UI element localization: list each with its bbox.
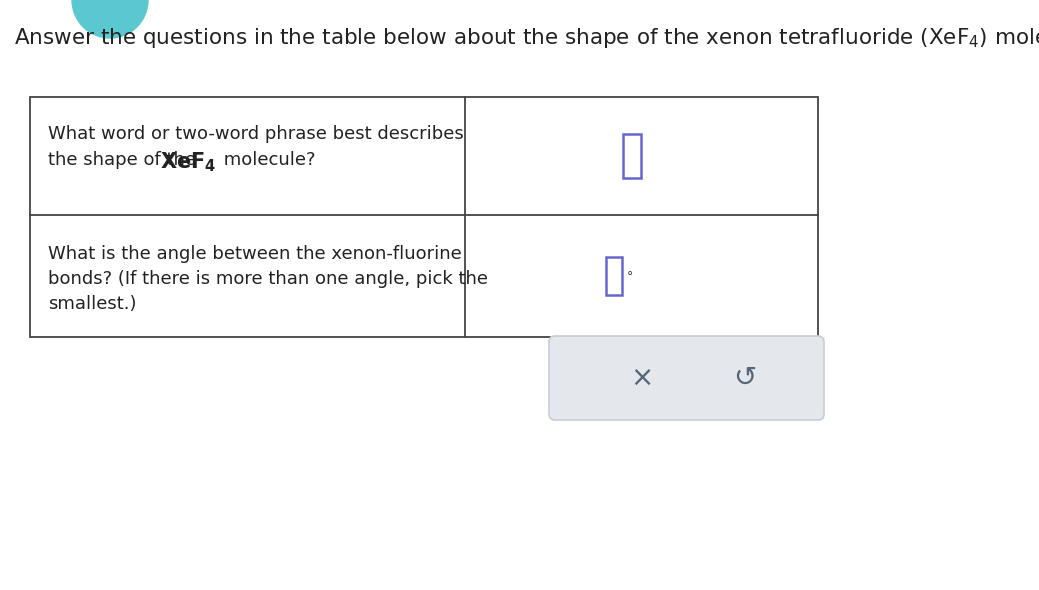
Text: molecule?: molecule? xyxy=(218,151,316,169)
Bar xyxy=(622,134,640,178)
FancyBboxPatch shape xyxy=(549,336,824,420)
Text: What is the angle between the xenon-fluorine
bonds? (If there is more than one a: What is the angle between the xenon-fluo… xyxy=(48,245,488,313)
Text: What word or two-word phrase best describes: What word or two-word phrase best descri… xyxy=(48,125,463,143)
Text: ×: × xyxy=(631,364,654,392)
Text: the shape of the: the shape of the xyxy=(48,151,202,169)
Text: Answer the questions in the table below about the shape of the xenon tetrafluori: Answer the questions in the table below … xyxy=(14,26,1039,50)
Text: °: ° xyxy=(627,270,633,283)
Text: ↺: ↺ xyxy=(732,364,756,392)
Bar xyxy=(30,97,818,337)
Text: $\mathbf{XeF_4}$: $\mathbf{XeF_4}$ xyxy=(160,150,216,173)
Circle shape xyxy=(72,0,148,38)
Bar xyxy=(606,257,621,295)
